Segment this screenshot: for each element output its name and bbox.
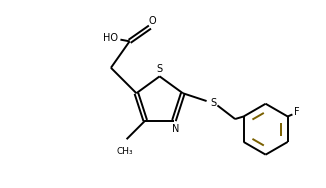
Text: O: O xyxy=(149,16,156,26)
Text: HO: HO xyxy=(103,33,118,43)
Text: F: F xyxy=(294,107,300,118)
Text: S: S xyxy=(156,64,163,74)
Text: CH₃: CH₃ xyxy=(117,147,133,156)
Text: S: S xyxy=(210,98,216,108)
Text: N: N xyxy=(171,124,179,134)
